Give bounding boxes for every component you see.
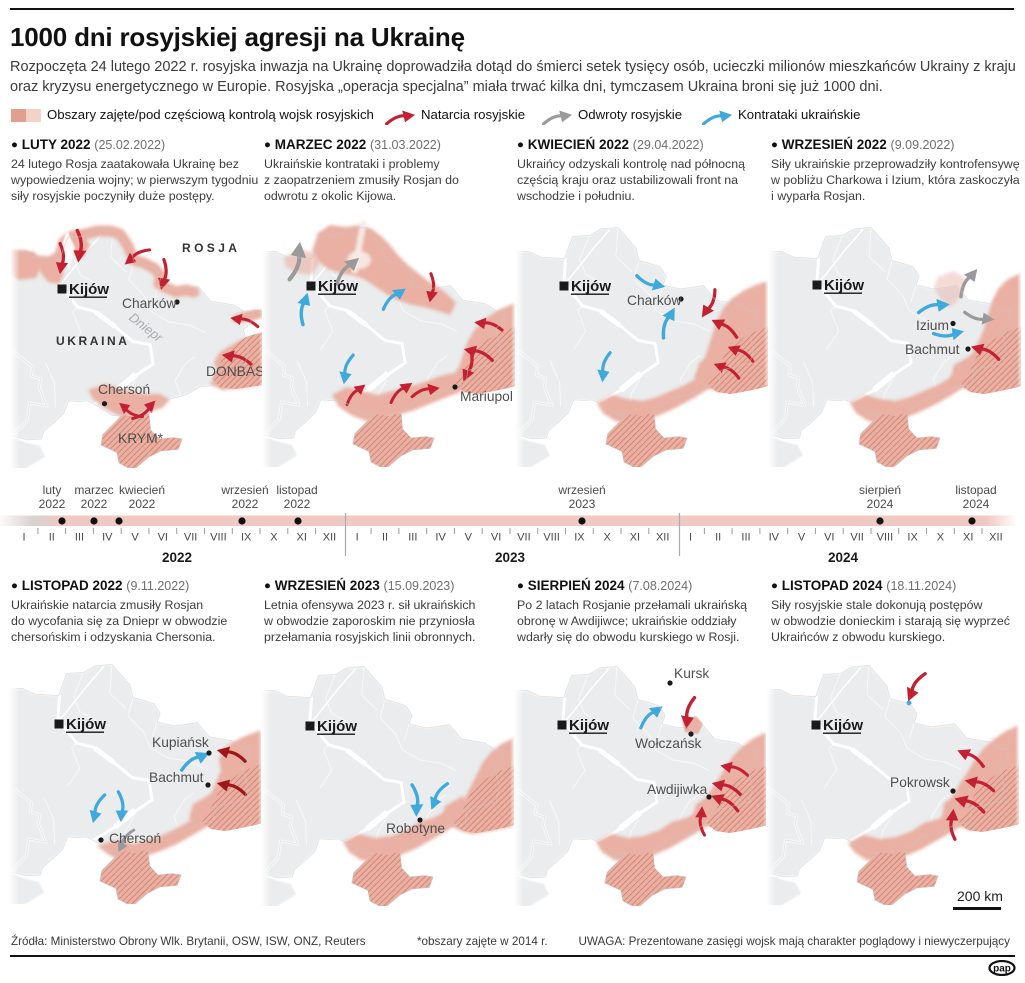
svg-text:IV: IV [435,532,446,544]
svg-text:marzec: marzec [74,483,113,497]
svg-text:2023: 2023 [495,550,526,565]
svg-text:ROSJA: ROSJA [182,241,240,255]
svg-text:Izium: Izium [916,318,949,333]
svg-text:2024: 2024 [867,497,894,511]
svg-text:2022: 2022 [39,497,66,511]
svg-text:pap: pap [993,964,1011,975]
svg-text:XI: XI [963,532,973,544]
svg-text:XII: XII [989,532,1002,544]
svg-text:I: I [22,532,25,544]
svg-text:2022: 2022 [129,497,156,511]
svg-text:Robotyne: Robotyne [386,821,445,836]
svg-text:XI: XI [296,532,306,544]
svg-text:Chersoń: Chersoń [109,831,161,846]
svg-text:IV: IV [102,532,113,544]
svg-text:V: V [131,532,139,544]
svg-text:luty: luty [43,483,62,497]
svg-text:listopad: listopad [955,483,996,497]
svg-text:VII: VII [517,532,530,544]
svg-text:Wołczańsk: Wołczańsk [635,736,702,751]
svg-text:Kursk: Kursk [674,666,709,681]
svg-text:VI: VI [824,532,834,544]
svg-text:DONBAS*: DONBAS* [206,364,263,379]
svg-text:Bachmut: Bachmut [149,770,204,785]
svg-text:VIII: VIII [543,532,560,544]
svg-text:wrzesień: wrzesień [220,483,268,497]
svg-text:VII: VII [184,532,197,544]
svg-text:VIII: VIII [877,532,894,544]
svg-text:XII: XII [656,532,669,544]
svg-text:III: III [75,532,84,544]
svg-text:2022: 2022 [162,550,192,565]
svg-text:2024: 2024 [828,550,859,565]
svg-text:kwiecień: kwiecień [119,483,165,497]
svg-text:II: II [49,532,55,544]
svg-text:wrzesień: wrzesień [557,483,605,497]
svg-text:2022: 2022 [284,497,311,511]
svg-text:XII: XII [323,532,336,544]
svg-text:III: III [741,532,750,544]
svg-text:Kupiańsk: Kupiańsk [152,735,209,750]
svg-text:Bachmut: Bachmut [905,342,960,357]
svg-text:Charków: Charków [122,296,176,311]
svg-text:X: X [270,532,278,544]
svg-text:IX: IX [574,532,585,544]
svg-text:IX: IX [907,532,918,544]
svg-text:2022: 2022 [81,497,108,511]
svg-text:Awdijiwka: Awdijiwka [647,782,708,797]
svg-text:V: V [465,532,473,544]
svg-text:VI: VI [491,532,501,544]
svg-text:II: II [382,532,388,544]
svg-text:sierpień: sierpień [859,483,901,497]
svg-text:Pokrowsk: Pokrowsk [890,775,950,790]
svg-text:VI: VI [158,532,168,544]
svg-text:V: V [798,532,806,544]
svg-text:2022: 2022 [232,497,259,511]
svg-text:VII: VII [850,532,863,544]
svg-text:I: I [356,532,359,544]
svg-text:I: I [689,532,692,544]
svg-text:Charków: Charków [627,293,681,308]
svg-text:listopad: listopad [276,483,317,497]
svg-text:KRYM*: KRYM* [118,431,164,446]
svg-text:Chersoń: Chersoń [98,382,150,397]
svg-text:Mariupol: Mariupol [460,389,513,404]
svg-text:IV: IV [769,532,780,544]
svg-text:X: X [604,532,612,544]
svg-text:2023: 2023 [569,497,596,511]
svg-text:UKRAINA: UKRAINA [56,334,130,348]
svg-text:III: III [408,532,417,544]
svg-text:2024: 2024 [963,497,990,511]
svg-text:IX: IX [241,532,252,544]
svg-text:II: II [715,532,721,544]
svg-text:X: X [937,532,945,544]
svg-text:VIII: VIII [210,532,227,544]
svg-text:XI: XI [630,532,640,544]
